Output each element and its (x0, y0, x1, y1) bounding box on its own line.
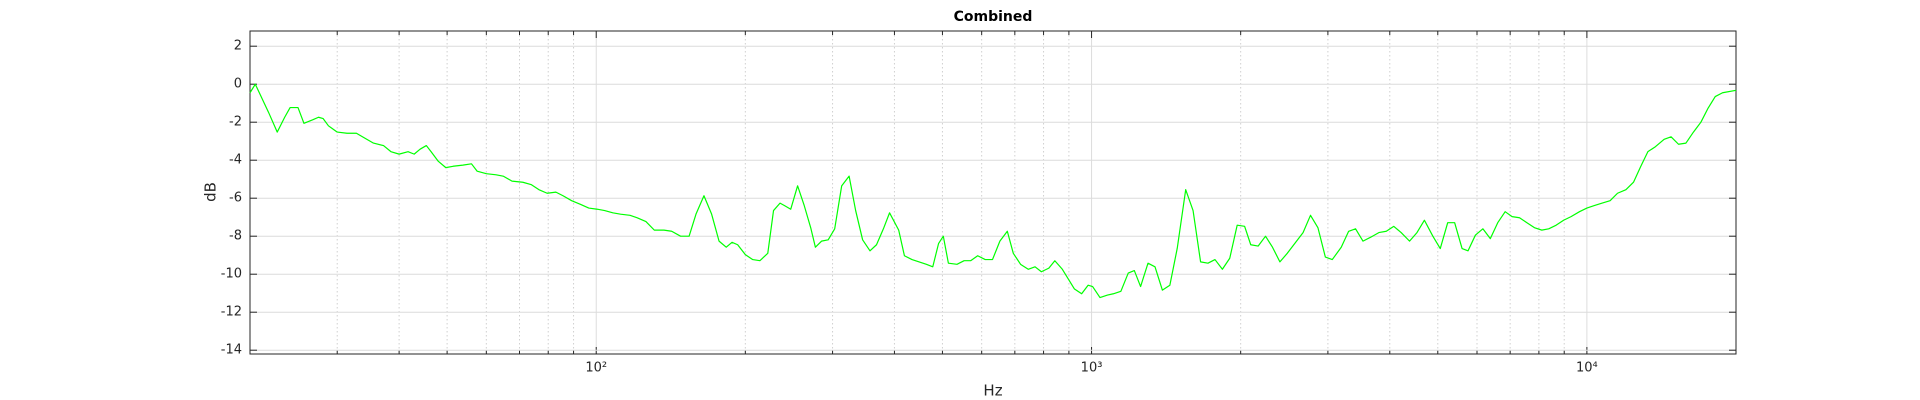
y-tick-label: 0 (234, 77, 242, 92)
y-tick-label: -8 (229, 229, 242, 244)
x-tick-label: 10² (585, 361, 607, 376)
y-tick-label: -12 (221, 305, 242, 320)
y-tick-label: 2 (234, 39, 242, 54)
chart-title: Combined (954, 9, 1033, 25)
x-tick-label: 10⁴ (1576, 361, 1598, 376)
y-tick-label: -2 (229, 115, 242, 130)
y-tick-label: -14 (221, 343, 242, 358)
data-line (249, 83, 1737, 299)
y-tick-label: -10 (221, 267, 242, 282)
y-axis-label: dB (202, 182, 220, 202)
y-tick-label: -4 (229, 153, 242, 168)
x-tick-label: 10³ (1081, 361, 1103, 376)
y-tick-label: -6 (229, 191, 242, 206)
x-axis-label: Hz (983, 382, 1002, 400)
plot-frame (249, 30, 1737, 355)
